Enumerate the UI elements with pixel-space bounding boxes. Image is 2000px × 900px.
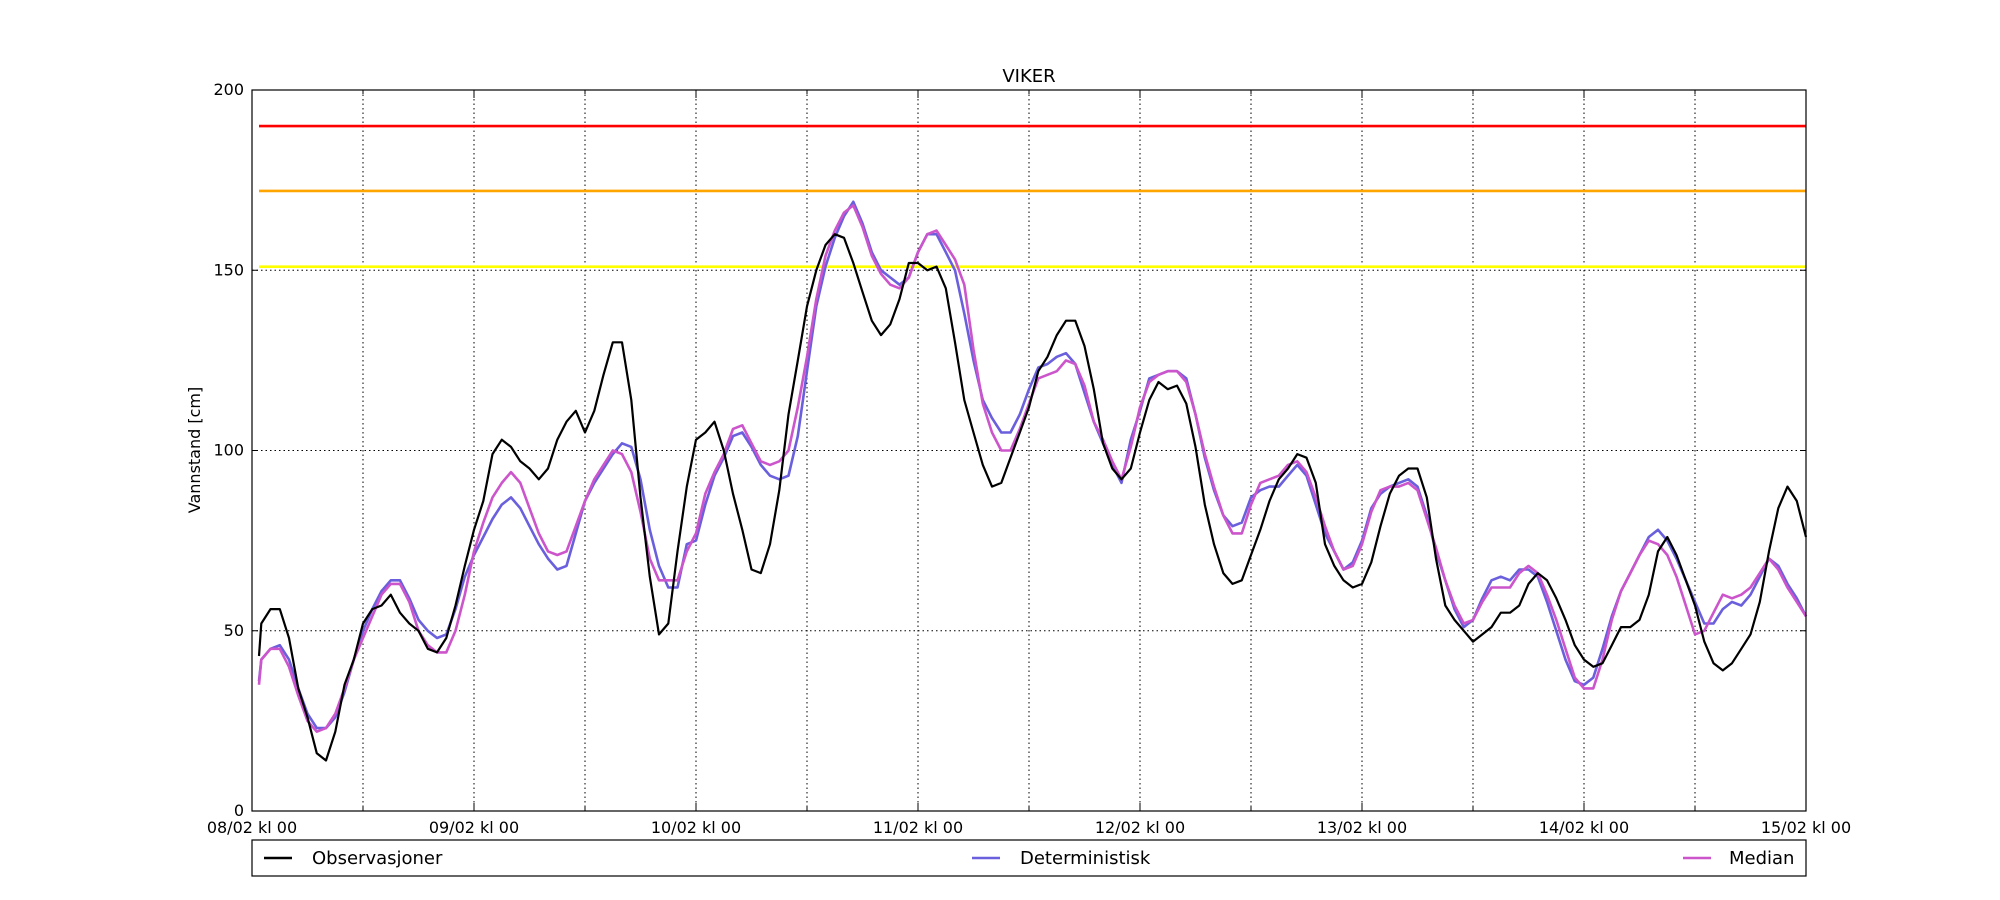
threshold-lines [259,124,1806,268]
y-tick-label: 150 [213,260,244,279]
series-line-deterministisk [257,200,1808,730]
legend-label: Median [1729,848,1794,869]
x-tick-label: 08/02 kl 00 [207,818,297,837]
grid-lines [252,90,1806,811]
x-tick-label: 10/02 kl 00 [651,818,741,837]
x-tick-label: 11/02 kl 00 [873,818,963,837]
y-tick-label: 50 [224,621,244,640]
legend-label: Deterministisk [1020,848,1151,869]
x-tick-label: 13/02 kl 00 [1317,818,1407,837]
chart-title: VIKER [1002,66,1055,87]
y-tick-label: 0 [234,801,244,820]
x-tick-label: 09/02 kl 00 [429,818,519,837]
legend-label: Observasjoner [312,848,443,869]
legend-frame [251,839,1807,877]
y-tick-label: 200 [213,80,244,99]
x-tick-label: 15/02 kl 00 [1761,818,1851,837]
x-tick-label: 14/02 kl 00 [1539,818,1629,837]
x-tick-label: 12/02 kl 00 [1095,818,1185,837]
legend: Observasjoner Deterministisk Median [251,839,1807,877]
series-line-observasjoner [257,233,1808,762]
series-lines [257,200,1808,762]
axis-ticks: 0 50 100 150 200 08/02 kl 00 09/02 kl 00 10/02 … [207,80,1851,837]
y-tick-label: 100 [213,441,244,460]
y-axis-label: Vannstand [cm] [185,387,204,513]
